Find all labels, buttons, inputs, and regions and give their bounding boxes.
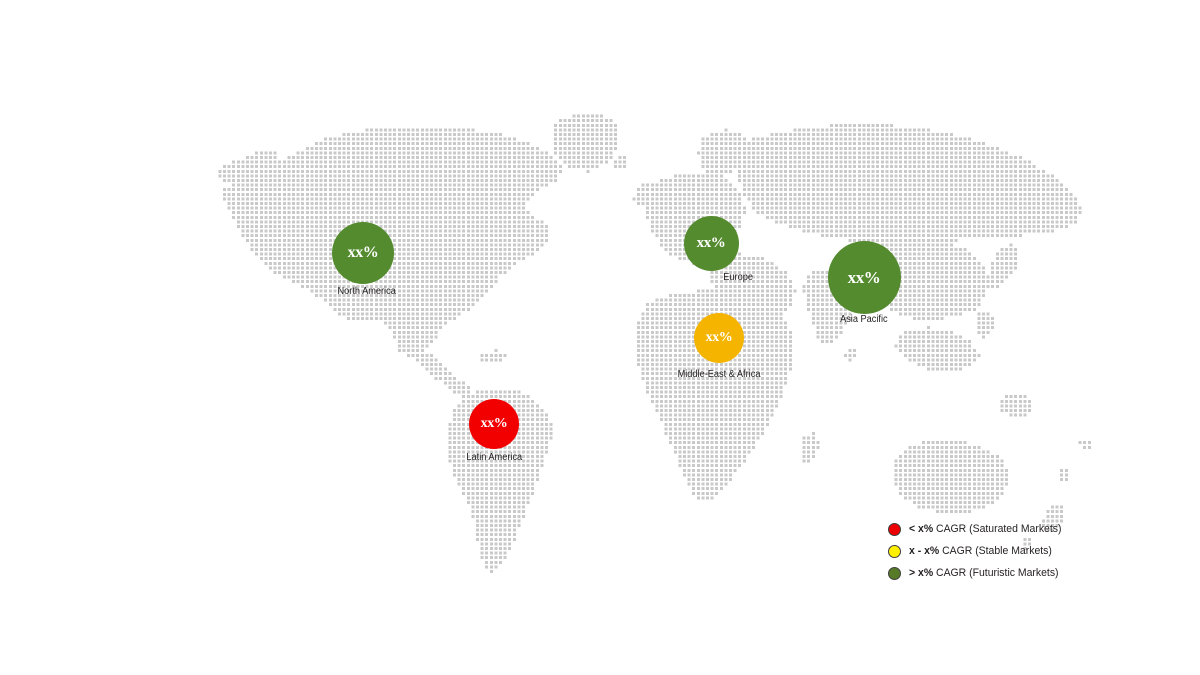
region-bubble-asia-pacific[interactable]: xx% xyxy=(827,240,901,314)
region-label-europe: Europe xyxy=(723,272,753,283)
region-bubble-latin-america[interactable]: xx% xyxy=(469,399,519,449)
region-bubble-value: xx% xyxy=(696,234,726,251)
legend-row-saturated[interactable]: < x% CAGR (Saturated Markets) xyxy=(888,518,1118,540)
region-bubble-middle-east-africa[interactable]: xx% xyxy=(694,313,744,363)
legend-desc-futuristic: CAGR (Futuristic Markets) xyxy=(933,567,1059,579)
legend-swatch-futuristic-icon xyxy=(888,566,901,580)
legend-row-stable[interactable]: x - x% CAGR (Stable Markets) xyxy=(888,540,1118,562)
legend-row-futuristic[interactable]: > x% CAGR (Futuristic Markets) xyxy=(888,562,1118,584)
region-bubble-north-america[interactable]: xx% xyxy=(332,222,394,284)
region-bubble-value: xx% xyxy=(347,244,379,261)
legend-range-saturated: < x% xyxy=(909,523,934,535)
region-label-asia-pacific: Asia Pacific xyxy=(840,314,888,325)
region-bubble-value: xx% xyxy=(705,330,733,345)
legend-label-saturated: < x% CAGR (Saturated Markets) xyxy=(909,523,1061,535)
legend-label-stable: x - x% CAGR (Stable Markets) xyxy=(909,545,1052,557)
region-label-latin-america: Latin America xyxy=(466,452,523,463)
legend-swatch-saturated-icon xyxy=(888,522,901,536)
legend-swatch-stable-icon xyxy=(888,544,901,558)
region-bubble-value: xx% xyxy=(480,416,508,431)
legend-desc-stable: CAGR (Stable Markets) xyxy=(939,545,1052,557)
legend: < x% CAGR (Saturated Markets) x - x% CAGR… xyxy=(888,518,1118,584)
legend-range-stable: x - x% xyxy=(909,545,940,557)
region-label-middle-east-africa: Middle-East & Africa xyxy=(677,369,761,380)
region-bubble-value: xx% xyxy=(847,267,881,287)
legend-range-futuristic: > x% xyxy=(909,567,934,579)
legend-label-futuristic: > x% CAGR (Futuristic Markets) xyxy=(909,567,1059,579)
legend-desc-saturated: CAGR (Saturated Markets) xyxy=(933,523,1062,535)
region-bubble-europe[interactable]: xx% xyxy=(683,215,739,271)
region-label-north-america: North America xyxy=(337,286,396,297)
